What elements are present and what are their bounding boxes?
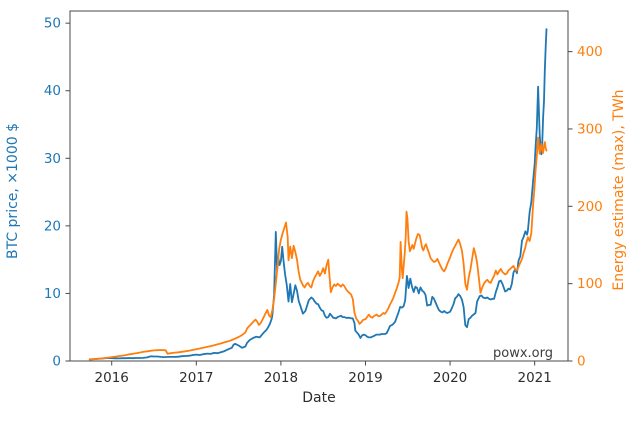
series-line-energy [88,136,548,361]
plot-border [69,10,569,362]
y-left-tick-label-10: 10 [44,286,61,302]
x-tick-label-2018: 2018 [264,370,298,386]
x-tick-label-2021: 2021 [517,370,551,386]
x-tick-label-2017: 2017 [179,370,213,386]
y-left-tick-label-30: 30 [44,151,61,167]
x-tick-label-2019: 2019 [348,370,382,386]
x-tick-label-2020: 2020 [433,370,467,386]
watermark: powx.org [493,346,553,361]
y-right-tick-label-400: 400 [577,44,603,60]
y-left-tick-label-40: 40 [44,83,61,99]
y-axis-left-ticks: 0 10 20 30 40 50 [44,16,70,370]
y-right-tick-label-100: 100 [577,276,603,292]
series-lines [88,28,548,361]
series-line-btc [88,28,548,361]
y-left-tick-label-20: 20 [44,218,61,234]
y-right-tick-label-0: 0 [577,354,586,370]
x-tick-label-2016: 2016 [95,370,129,386]
y-left-tick-label-50: 50 [44,16,61,32]
y-axis-label-right: Energy estimate (max), TWh [611,89,627,290]
y-right-tick-label-300: 300 [577,121,603,137]
y-left-tick-label-0: 0 [52,354,61,370]
y-right-tick-label-200: 200 [577,199,603,215]
x-axis-label: Date [302,390,335,406]
x-axis-ticks: 2016 2017 2018 2019 2020 2021 [95,361,552,386]
y-axis-right-ticks: 0 100 200 300 400 [568,44,603,370]
y-axis-label-left: BTC price, ×1000 $ [5,123,21,259]
